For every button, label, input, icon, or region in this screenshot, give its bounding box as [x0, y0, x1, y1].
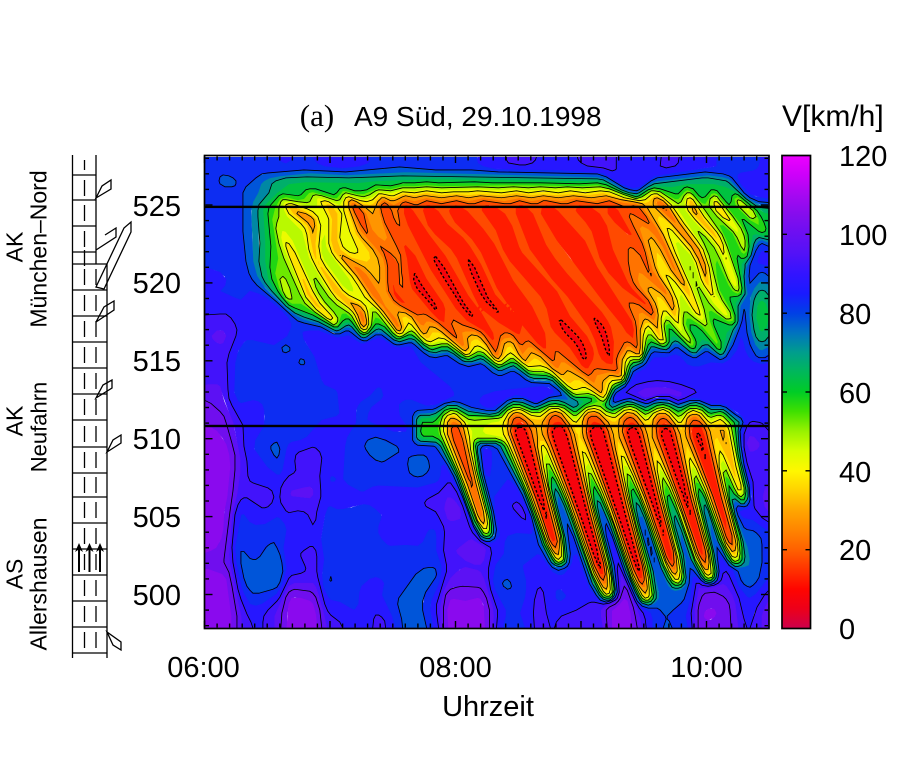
svg-text:505: 505 [133, 502, 181, 534]
svg-text:10:00: 10:00 [670, 652, 743, 684]
svg-text:510: 510 [133, 424, 181, 456]
svg-text:München–Nord: München–Nord [26, 170, 52, 327]
svg-text:520: 520 [133, 268, 181, 300]
svg-text:500: 500 [133, 580, 181, 612]
svg-text:40: 40 [839, 457, 871, 489]
svg-text:Neufahrn: Neufahrn [27, 382, 52, 473]
svg-text:0: 0 [839, 614, 855, 646]
svg-text:06:00: 06:00 [167, 652, 240, 684]
svg-text:(a): (a) [300, 98, 334, 133]
svg-text:A9 Süd, 29.10.1998: A9 Süd, 29.10.1998 [354, 101, 602, 132]
svg-text:120: 120 [839, 141, 887, 173]
svg-text:Allershausen: Allershausen [26, 518, 52, 651]
svg-text:AS: AS [2, 559, 28, 590]
svg-text:525: 525 [133, 191, 181, 223]
svg-text:V[km/h]: V[km/h] [782, 100, 884, 133]
svg-text:515: 515 [133, 346, 181, 378]
svg-text:08:00: 08:00 [419, 652, 492, 684]
svg-text:AK: AK [2, 405, 28, 436]
svg-text:100: 100 [839, 220, 887, 252]
svg-text:AK: AK [2, 231, 28, 262]
svg-text:20: 20 [839, 535, 871, 567]
svg-text:60: 60 [839, 378, 871, 410]
svg-text:80: 80 [839, 299, 871, 331]
svg-text:Uhrzeit: Uhrzeit [442, 691, 534, 723]
